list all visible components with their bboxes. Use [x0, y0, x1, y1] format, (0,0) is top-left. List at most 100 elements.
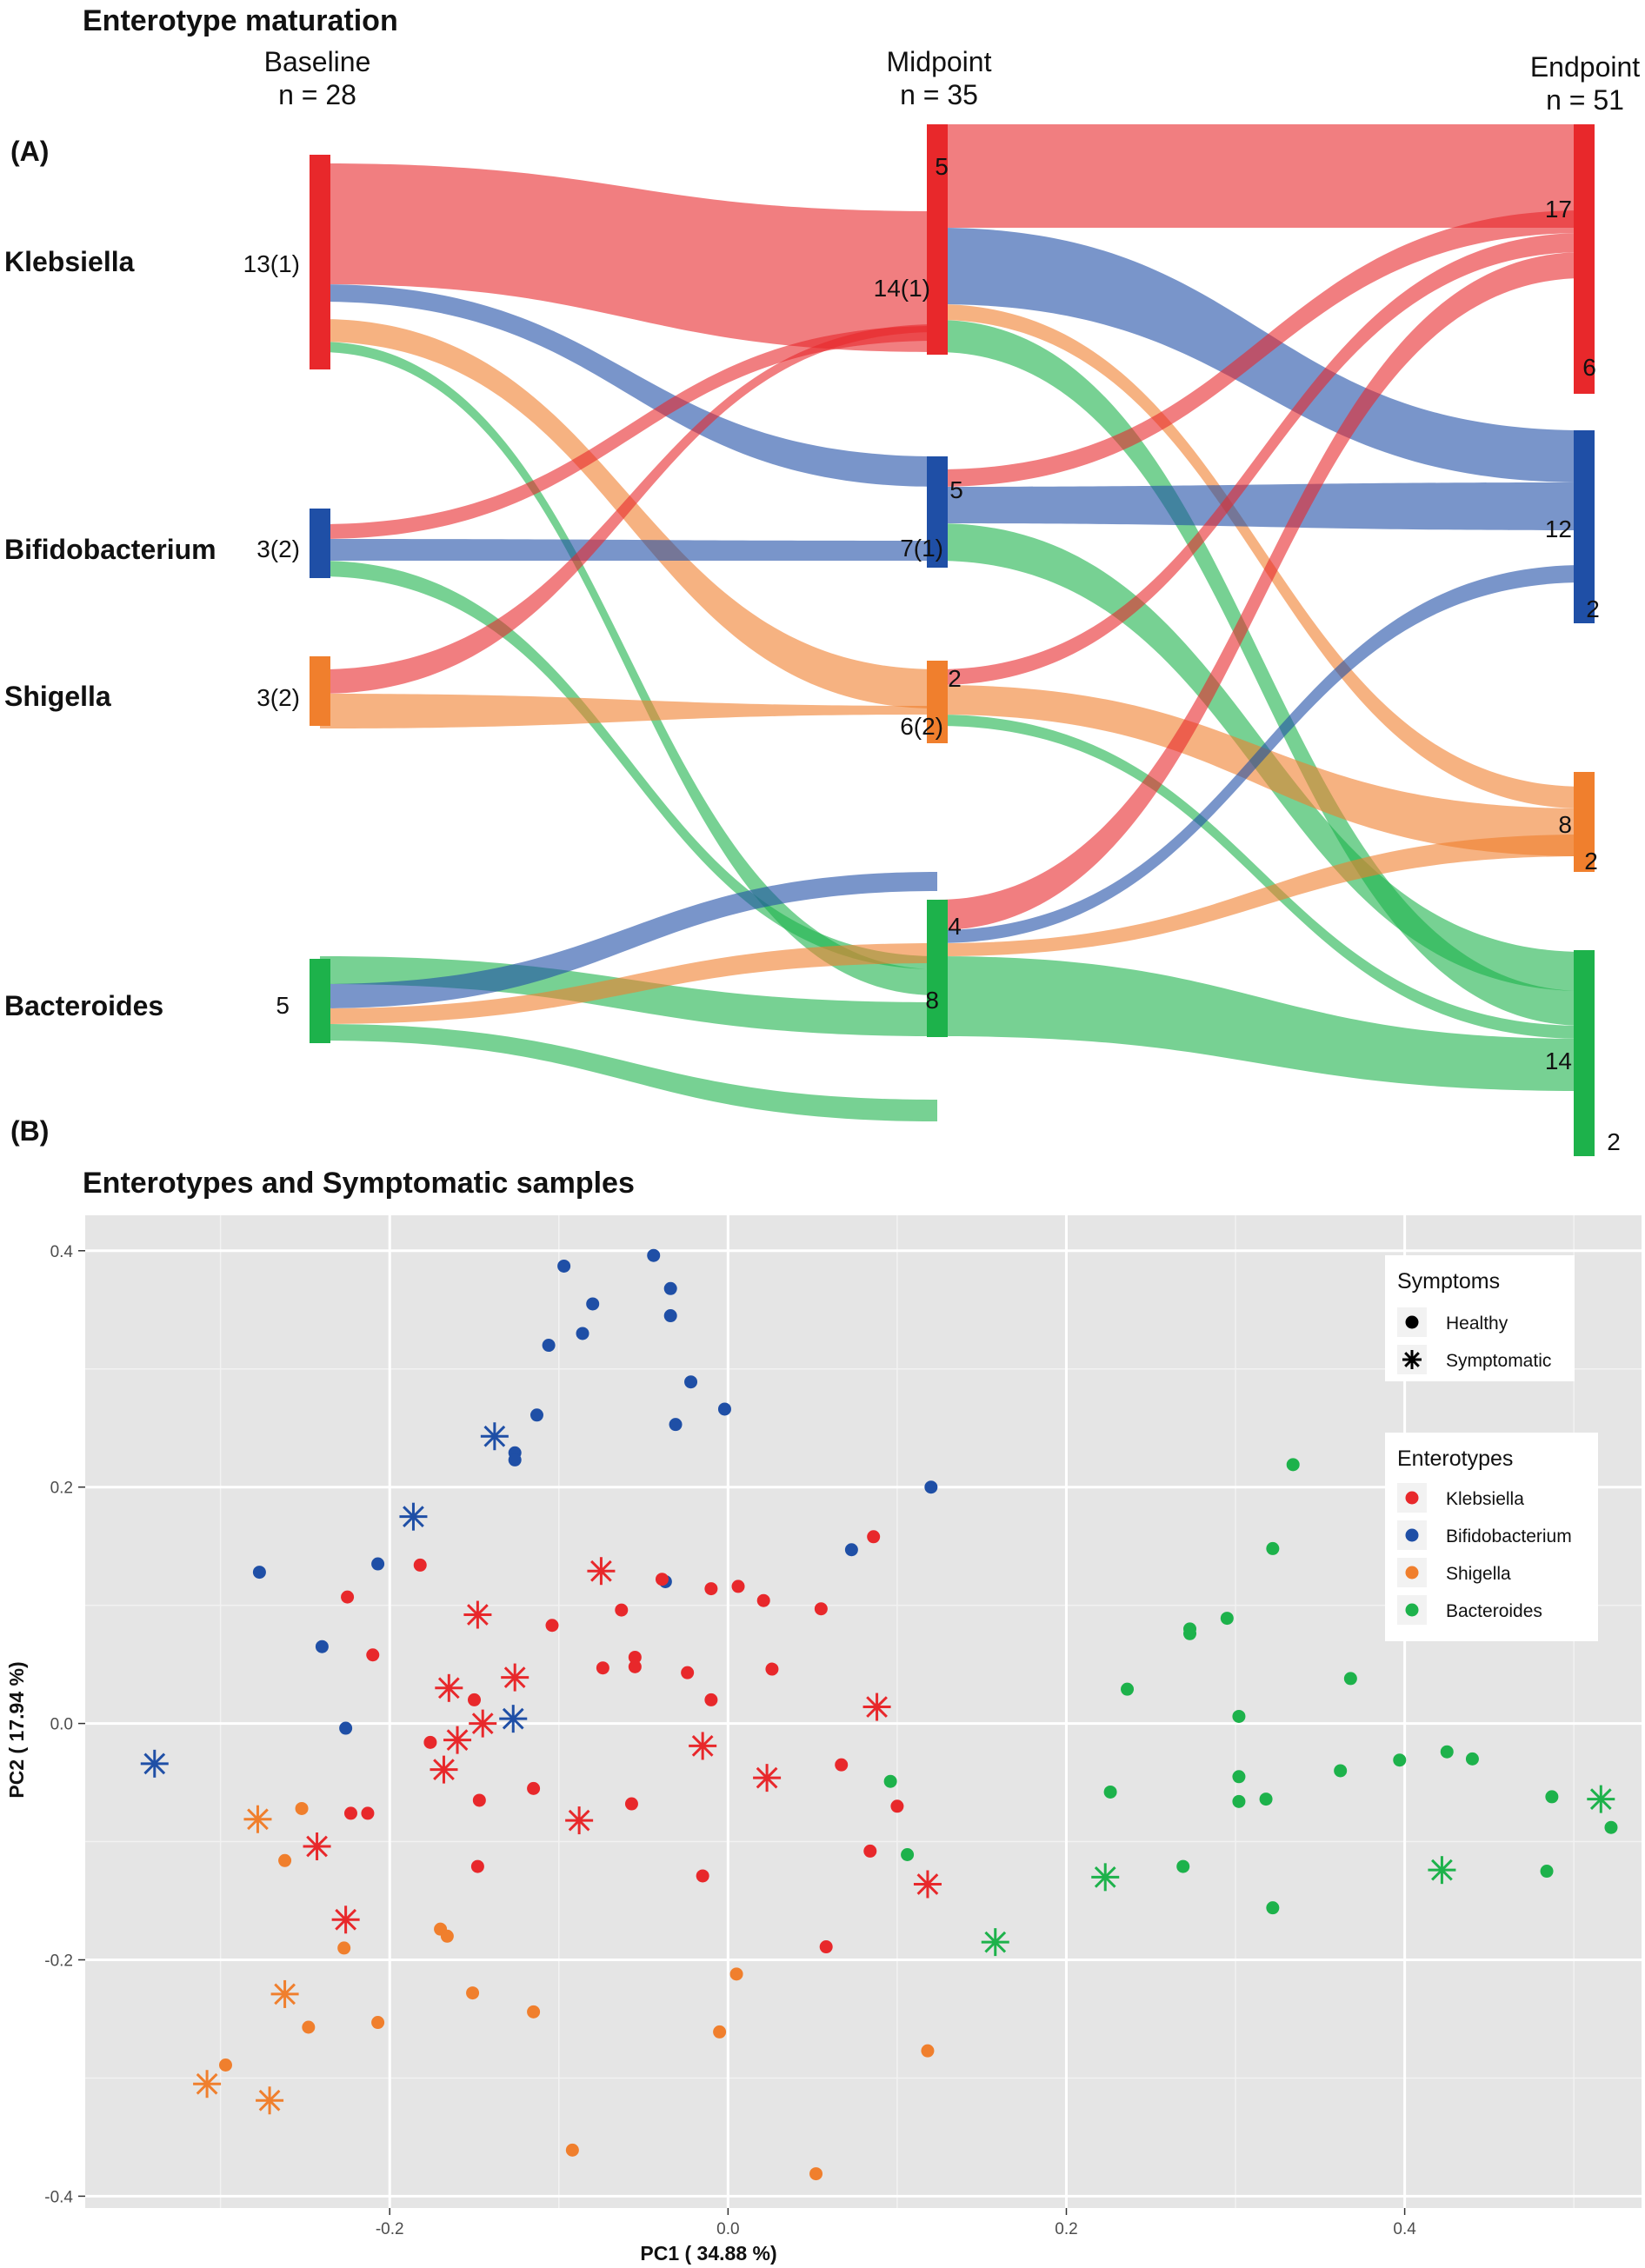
point-healthy-shigella [278, 1853, 292, 1867]
point-healthy-bacteroides [901, 1848, 915, 1862]
midpoint-node-klebsiella [927, 124, 948, 355]
y-tick-label: -0.4 [44, 2188, 73, 2206]
point-healthy-klebsiella [472, 1793, 486, 1807]
point-symptomatic-bacteroides [981, 1928, 1009, 1957]
point-healthy-bifidobacterium [684, 1375, 698, 1389]
point-healthy-klebsiella [624, 1797, 638, 1811]
row-label-shigella: Shigella [4, 681, 111, 712]
star-stroke [437, 1677, 460, 1699]
point-healthy-klebsiella [341, 1590, 355, 1604]
point-symptomatic-shigella [243, 1805, 272, 1833]
point-healthy-shigella [565, 2143, 579, 2157]
point-healthy-shigella [921, 2044, 935, 2058]
sankey-flow [937, 715, 1584, 1039]
star-stroke [503, 1666, 526, 1688]
point-healthy-shigella [713, 2025, 727, 2039]
sankey-flow [320, 342, 937, 995]
point-symptomatic-klebsiella [862, 1693, 891, 1721]
endpoint-label-shigella-top: 8 [1558, 811, 1572, 838]
legend-symptoms: Symptoms Healthy Symptomatic [1385, 1255, 1575, 1381]
midpoint-label-klebsiella-top: 5 [935, 153, 949, 180]
point-healthy-klebsiella [470, 1859, 484, 1873]
col-midpoint-name: Midpoint [887, 46, 992, 77]
star-stroke [568, 1809, 590, 1832]
point-healthy-bifidobacterium [669, 1418, 683, 1432]
point-healthy-klebsiella [696, 1869, 709, 1883]
baseline-node-bifidobacterium [310, 509, 330, 578]
star-stroke [258, 2089, 281, 2112]
point-healthy-bacteroides [1440, 1745, 1454, 1759]
sankey-flow [937, 233, 1584, 685]
point-healthy-bifidobacterium [252, 1566, 266, 1580]
point-symptomatic-shigella [256, 2086, 284, 2115]
point-healthy-bifidobacterium [586, 1297, 600, 1311]
endpoint-label-bacteroides-bottom: 2 [1607, 1128, 1621, 1155]
star-stroke [756, 1766, 778, 1789]
point-healthy-bifidobacterium [315, 1639, 329, 1653]
point-symptomatic-klebsiella [443, 1726, 472, 1754]
point-symptomatic-shigella [270, 1979, 299, 2008]
point-healthy-klebsiella [423, 1735, 437, 1749]
sankey-flow [320, 872, 937, 1008]
sankey-flow [937, 835, 1584, 956]
point-healthy-klebsiella [361, 1806, 375, 1820]
col-endpoint-name: Endpoint [1530, 51, 1640, 83]
point-healthy-bacteroides [1232, 1794, 1246, 1808]
point-healthy-klebsiella [628, 1659, 642, 1673]
legend-bifidobacterium-marker [1405, 1528, 1419, 1542]
point-symptomatic-bacteroides [1587, 1785, 1615, 1813]
y-tick-label: 0.2 [50, 1480, 73, 1498]
point-healthy-klebsiella [890, 1799, 904, 1813]
x-tick-label: -0.2 [376, 2220, 404, 2238]
endpoint-label-shigella-bottom: 2 [1584, 848, 1598, 875]
point-symptomatic-bifidobacterium [140, 1749, 169, 1778]
baseline-label-bacteroides: 5 [276, 992, 290, 1019]
star-stroke [196, 2072, 218, 2095]
point-symptomatic-klebsiella [689, 1732, 717, 1760]
legend-symptoms-title: Symptoms [1397, 1269, 1500, 1294]
legend-enterotypes-title: Enterotypes [1397, 1447, 1513, 1471]
point-healthy-bifidobacterium [339, 1721, 353, 1735]
x-axis-label: PC1 ( 34.88 %) [640, 2242, 776, 2265]
point-symptomatic-bacteroides [1091, 1863, 1120, 1892]
point-healthy-bifidobacterium [371, 1557, 385, 1571]
point-healthy-klebsiella [628, 1650, 642, 1664]
point-healthy-klebsiella [819, 1940, 833, 1954]
baseline-node-bacteroides [310, 959, 330, 1043]
star-stroke [866, 1696, 888, 1718]
point-healthy-klebsiella [835, 1758, 849, 1772]
point-healthy-klebsiella [413, 1558, 427, 1572]
point-healthy-bacteroides [1259, 1792, 1273, 1806]
point-healthy-bifidobacterium [529, 1408, 543, 1422]
star-stroke [984, 1931, 1007, 1953]
point-healthy-bifidobacterium [508, 1453, 522, 1467]
point-symptomatic-bacteroides [1428, 1856, 1456, 1885]
legend-symptomatic-label: Symptomatic [1446, 1351, 1551, 1371]
legend-healthy-label: Healthy [1446, 1314, 1508, 1334]
sankey-flow [320, 319, 937, 708]
star-stroke [502, 1707, 524, 1730]
endpoint-label-bacteroides-top: 14 [1545, 1048, 1572, 1074]
star-stroke [1589, 1788, 1612, 1810]
star-stroke [446, 1729, 469, 1752]
point-healthy-shigella [809, 2167, 823, 2181]
sankey-flow [320, 694, 937, 728]
endpoint-label-klebsiella-bottom: 6 [1582, 354, 1596, 381]
sankey-flow [937, 956, 1584, 1091]
sankey-flow [320, 324, 937, 694]
point-healthy-klebsiella [756, 1593, 770, 1607]
point-healthy-shigella [371, 2016, 385, 2030]
point-symptomatic-klebsiella [331, 1906, 360, 1934]
point-healthy-bifidobacterium [663, 1309, 677, 1323]
point-healthy-klebsiella [468, 1693, 481, 1706]
point-healthy-klebsiella [681, 1666, 695, 1679]
point-healthy-klebsiella [527, 1781, 541, 1795]
point-healthy-bifidobacterium [844, 1543, 858, 1557]
panel-label-b: (B) [10, 1115, 49, 1147]
point-healthy-bacteroides [1121, 1682, 1135, 1696]
sankey-flow [320, 561, 937, 969]
scatter-title: Enterotypes and Symptomatic samples [83, 1167, 635, 1200]
sankey-title: Enterotype maturation [83, 4, 398, 37]
point-healthy-bacteroides [1103, 1785, 1117, 1799]
